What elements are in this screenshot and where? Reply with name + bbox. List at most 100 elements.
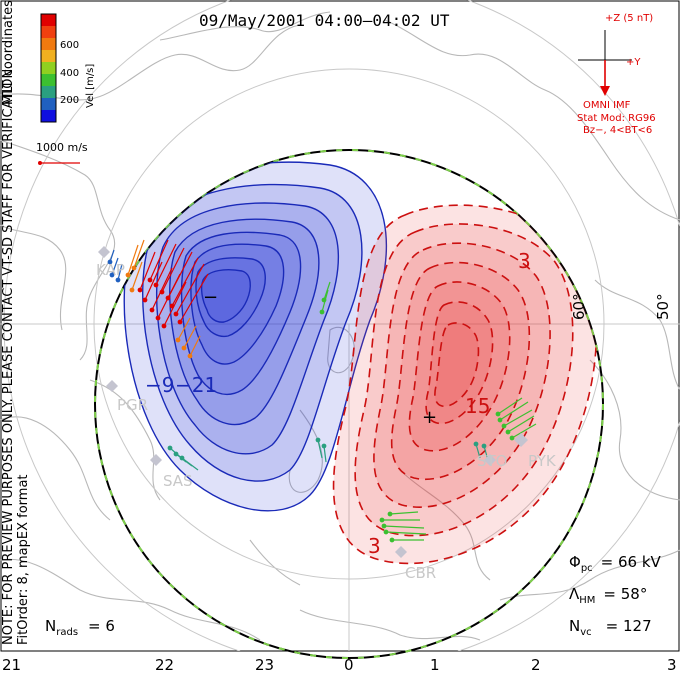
stat-phi-pc: Φpc = 66 kV xyxy=(569,553,662,574)
station-sto: STO xyxy=(477,452,508,470)
note-fitorder: FitOrder: 8, mapEX format xyxy=(16,474,31,645)
stat-nrads-symbol: N xyxy=(45,617,56,635)
stat-lambda-hm: ΛHM = 58° xyxy=(569,585,647,606)
stat-phi-value: = 66 kV xyxy=(601,553,662,571)
imf-y-label: +Y xyxy=(626,57,641,68)
lat-label-60: 60° xyxy=(570,293,588,320)
colorbar-swatch xyxy=(41,26,56,39)
station-marker-kap xyxy=(98,246,110,258)
colorbar-swatch xyxy=(41,98,56,111)
imf-panel: +Z (5 nT) +Y OMNI IMF Stat Mod: RG96 Bz−… xyxy=(577,13,656,136)
stat-nrads-sub: rads xyxy=(56,627,78,638)
potential-min-marker: − xyxy=(203,287,218,308)
imf-z-label: +Z (5 nT) xyxy=(605,13,653,24)
stats-panel: Φpc = 66 kV ΛHM = 58° Nvc = 127 Nrads = 6 xyxy=(45,553,662,638)
imf-omni: OMNI IMF xyxy=(583,100,631,111)
station-sas: SAS xyxy=(163,472,193,490)
stat-phi-sub: pc xyxy=(581,563,593,574)
stat-lambda-value: = 58° xyxy=(603,585,647,603)
contour-labels: −9 −21 3 15 3 xyxy=(145,249,531,558)
colorbar-swatch xyxy=(41,62,56,75)
coastlines xyxy=(0,11,680,641)
imf-condition: Bz−, 4<BT<6 xyxy=(583,125,652,136)
stat-nrads-value: = 6 xyxy=(88,617,115,635)
neg-contour-8 xyxy=(200,269,251,323)
velocity-vectors xyxy=(107,239,537,543)
stat-nrads: Nrads = 6 xyxy=(45,617,115,638)
imf-vector-head xyxy=(600,86,610,96)
pos-label-a: 3 xyxy=(518,249,531,273)
pos-label-b: 15 xyxy=(465,394,490,418)
colorbar-swatch xyxy=(41,110,56,123)
neg-contour-4 xyxy=(169,218,320,426)
positive-cell xyxy=(332,204,598,565)
vector-scale-label: 1000 m/s xyxy=(36,141,88,154)
station-marker-pyk xyxy=(514,433,528,447)
vector-group-kap xyxy=(137,239,209,329)
hmb-boundary-dash xyxy=(94,149,604,659)
pos-label-c: 3 xyxy=(368,534,381,558)
station-kap: KAP xyxy=(96,261,125,279)
station-pyk: PYK xyxy=(528,452,557,470)
pos-contour-3 xyxy=(373,242,551,508)
vector-group-sas xyxy=(167,437,489,471)
station-marker-sto xyxy=(484,454,496,466)
pos-contour-7 xyxy=(434,322,480,408)
colorbar-swatch xyxy=(41,38,56,51)
station-marker-sas xyxy=(150,454,162,466)
cb-tick-600: 600 xyxy=(60,40,79,51)
vector-group-green-mid xyxy=(319,281,537,543)
stat-nvc-value: = 127 xyxy=(606,617,652,635)
colorbar-label: Vel [m/s] xyxy=(85,64,96,108)
imf-model: Stat Mod: RG96 xyxy=(577,113,656,124)
cb-tick-200: 200 xyxy=(60,95,79,106)
mlt-tick-23: 23 xyxy=(255,656,274,674)
cb-tick-400: 400 xyxy=(60,68,79,79)
stat-nvc: Nvc = 127 xyxy=(569,617,652,638)
colorbar-swatch xyxy=(41,50,56,63)
neg-contour-3 xyxy=(155,202,339,455)
velocity-colorbar xyxy=(40,13,57,123)
stat-nvc-symbol: N xyxy=(569,617,580,635)
colorbar-swatch xyxy=(41,14,56,27)
station-cbr: CBR xyxy=(405,564,436,582)
plot-title: 09/May/2001 04:00–04:02 UT xyxy=(199,11,450,30)
potential-max-marker: + xyxy=(422,407,437,428)
stat-phi-symbol: Φ xyxy=(569,553,581,571)
station-marker-cbr xyxy=(395,546,407,558)
mlt-tick-22: 22 xyxy=(155,656,174,674)
lat-label-50: 50° xyxy=(654,293,672,320)
mlt-axis: 21 22 23 0 1 2 3 xyxy=(2,656,677,674)
radar-stations: KAP PGR SAS STO PYK CBR xyxy=(96,246,557,582)
pos-contour-4 xyxy=(390,261,531,481)
neg-contour-1 xyxy=(123,161,387,512)
vector-group-kap-orange xyxy=(125,239,201,359)
mlt-tick-2: 2 xyxy=(531,656,541,674)
mlt-tick-3: 3 xyxy=(667,656,677,674)
pos-contour-6 xyxy=(425,301,494,425)
mlt-tick-21: 21 xyxy=(2,656,21,674)
stat-nvc-sub: vc xyxy=(580,627,591,638)
neg-label-a: −9 xyxy=(145,373,174,397)
station-marker-pgr xyxy=(106,380,118,392)
colorbar-ticks: 600 400 200 xyxy=(60,40,79,106)
note-mlt: MLT coordinates xyxy=(1,0,16,105)
neg-contour-7 xyxy=(195,257,266,338)
vector-group-west xyxy=(107,249,123,283)
stat-lambda-sub: HM xyxy=(579,595,595,606)
pos-contour-5 xyxy=(408,281,511,452)
colorbar-swatch xyxy=(41,86,56,99)
note-verification: NOTE: FOR PREVIEW PURPOSES ONLY. PLEASE … xyxy=(1,65,16,645)
colorbar-border xyxy=(40,13,57,123)
station-pgr: PGR xyxy=(117,396,148,414)
plot-frame xyxy=(0,0,680,652)
pos-contour-2 xyxy=(354,223,574,537)
stat-lambda-symbol: Λ xyxy=(569,585,580,603)
mlt-tick-1: 1 xyxy=(430,656,440,674)
colorbar-swatch xyxy=(41,74,56,87)
mlt-tick-0: 0 xyxy=(344,656,354,674)
neg-label-b: −21 xyxy=(175,373,217,397)
vector-scale-dot xyxy=(38,161,42,165)
